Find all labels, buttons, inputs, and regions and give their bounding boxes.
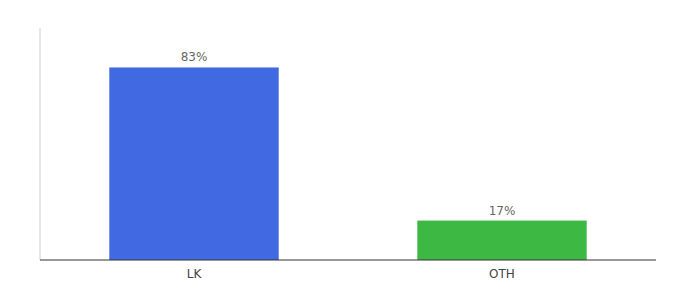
chart: LK OTH 83% 17%	[0, 0, 680, 300]
y-axis-line	[40, 28, 41, 260]
data-label: 83%	[181, 50, 208, 64]
x-axis-line	[40, 260, 656, 261]
chart-container: LK OTH 83% 17%	[0, 0, 680, 300]
bars	[109, 67, 586, 260]
bar	[109, 67, 278, 260]
x-tick-label: OTH	[489, 267, 515, 281]
bar	[417, 221, 586, 260]
x-tick-label: LK	[187, 267, 203, 281]
data-label: 17%	[489, 204, 516, 218]
